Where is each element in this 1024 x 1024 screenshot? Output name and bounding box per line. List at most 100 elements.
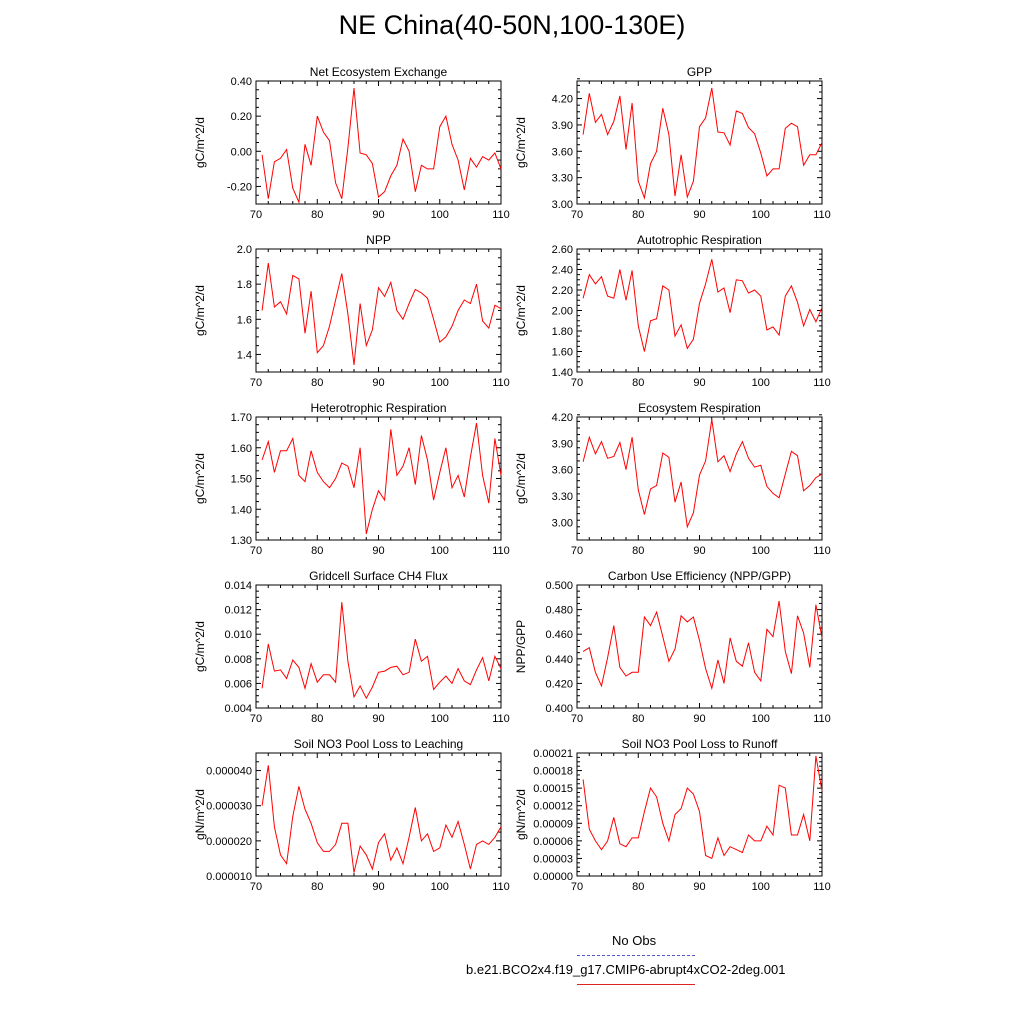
chart-10-ytick-label: 0.00009	[533, 818, 573, 830]
chart-9-ylabel: gN/m^2/d	[193, 789, 207, 840]
chart-4-ytick-label: 2.00	[552, 306, 573, 318]
chart-1-ytick-label: 0.40	[231, 76, 252, 88]
chart-7-ylabel: gC/m^2/d	[193, 621, 207, 672]
chart-10-ytick-label: 0.00012	[533, 801, 573, 813]
chart-3-title: NPP	[366, 233, 391, 247]
chart-3-frame	[255, 248, 502, 373]
chart-9-xtick-label: 80	[311, 881, 323, 893]
chart-10-ytick-label: 0.00015	[533, 783, 573, 795]
chart-5-ytick-label: 1.60	[231, 443, 252, 455]
chart-5-ytick-label: 1.30	[231, 535, 252, 547]
chart-9-series-line	[261, 765, 502, 873]
chart-1-xtick-label: 110	[492, 209, 510, 221]
chart-9-title: Soil NO3 Pool Loss to Leaching	[294, 737, 463, 751]
chart-8-xtick-label: 80	[632, 713, 644, 725]
chart-10-xtick-label: 100	[752, 881, 770, 893]
chart-2-ytick-label: 4.20	[552, 94, 573, 106]
chart-5-xtick-label: 110	[492, 545, 510, 557]
chart-4-frame	[576, 248, 823, 373]
chart-3-series-line	[261, 263, 502, 366]
chart-9-xtick-label: 90	[372, 881, 384, 893]
chart-7-xtick-label: 90	[372, 713, 384, 725]
chart-10-title: Soil NO3 Pool Loss to Runoff	[622, 737, 779, 751]
chart-9-ytick-label: 0.000030	[206, 801, 252, 813]
chart-3-xtick-label: 100	[431, 377, 449, 389]
chart-7-xtick-label: 80	[311, 713, 323, 725]
chart-6-xtick-label: 100	[752, 545, 770, 557]
chart-2-title: GPP	[687, 65, 712, 79]
chart-8-frame	[576, 584, 823, 709]
chart-6-xtick-label: 80	[632, 545, 644, 557]
chart-2-panel: GPP gC/m^2/d 70 80 90 100 110 3.00 3.30 3.60 3.90 4…	[514, 65, 831, 221]
chart-1-title: Net Ecosystem Exchange	[310, 65, 448, 79]
chart-7-ytick-label: 0.010	[224, 629, 252, 641]
chart-10-ytick-label: 0.00006	[533, 836, 573, 848]
chart-8-xtick-label: 110	[813, 713, 831, 725]
chart-7-frame	[255, 584, 502, 709]
chart-1-xtick-label: 90	[372, 209, 384, 221]
chart-9-xtick-label: 110	[492, 881, 510, 893]
chart-8-title: Carbon Use Efficiency (NPP/GPP)	[608, 569, 791, 583]
chart-6-ytick-label: 3.90	[552, 438, 573, 450]
chart-7-xtick-label: 70	[250, 713, 262, 725]
chart-2-xtick-label: 90	[693, 209, 705, 221]
chart-6-xtick-label: 110	[813, 545, 831, 557]
chart-3-ylabel: gC/m^2/d	[193, 285, 207, 336]
chart-6-ytick-label: 4.20	[552, 412, 573, 424]
chart-1-series-line	[261, 87, 502, 205]
chart-7-series-line	[261, 602, 502, 700]
legend-case-label: b.e21.BCO2x4.f19_g17.CMIP6-abrupt4xCO2-2…	[466, 962, 786, 977]
chart-3-xtick-label: 110	[492, 377, 510, 389]
chart-2-frame	[576, 80, 823, 205]
chart-3-ytick-label: 1.8	[237, 279, 252, 291]
chart-6-ylabel: gC/m^2/d	[514, 453, 528, 504]
chart-10-ytick-label: 0.00000	[533, 871, 573, 883]
chart-5-xtick-label: 90	[372, 545, 384, 557]
chart-5-frame	[255, 416, 502, 541]
chart-8-xtick-label: 100	[752, 713, 770, 725]
chart-9-ytick-label: 0.000040	[206, 766, 252, 778]
chart-6-ytick-label: 3.30	[552, 491, 573, 503]
chart-5-series-line	[261, 423, 502, 535]
chart-5-ytick-label: 1.50	[231, 474, 252, 486]
chart-10-xtick-label: 90	[693, 881, 705, 893]
chart-1-ytick-label: 0.20	[231, 111, 252, 123]
chart-10-panel: Soil NO3 Pool Loss to Runoff gN/m^2/d 70 80…	[514, 737, 831, 893]
chart-8-ytick-label: 0.400	[545, 703, 573, 715]
chart-2-ytick-label: 3.30	[552, 173, 573, 185]
chart-9-ytick-label: 0.000020	[206, 836, 252, 848]
chart-3-xtick-label: 70	[250, 377, 262, 389]
chart-4-xtick-label: 70	[571, 377, 583, 389]
chart-6-ytick-label: 3.60	[552, 465, 573, 477]
chart-7-ytick-label: 0.008	[224, 654, 252, 666]
chart-5-xtick-label: 100	[431, 545, 449, 557]
chart-9-ytick-label: 0.000010	[206, 871, 252, 883]
chart-2-ylabel: gC/m^2/d	[514, 117, 528, 168]
chart-7-ytick-label: 0.014	[224, 580, 252, 592]
chart-4-xtick-label: 80	[632, 377, 644, 389]
chart-9-xtick-label: 100	[431, 881, 449, 893]
chart-8-xtick-label: 70	[571, 713, 583, 725]
legend-obs-label: No Obs	[612, 933, 657, 948]
chart-5-ytick-label: 1.40	[231, 504, 252, 516]
chart-4-ytick-label: 2.20	[552, 285, 573, 297]
chart-2-ytick-label: 3.00	[552, 199, 573, 211]
chart-8-xtick-label: 90	[693, 713, 705, 725]
chart-1-ytick-label: 0.00	[231, 146, 252, 158]
chart-9-panel: Soil NO3 Pool Loss to Leaching gN/m^2/d 70…	[193, 737, 510, 893]
chart-8-ytick-label: 0.480	[545, 605, 573, 617]
chart-8-ytick-label: 0.500	[545, 580, 573, 592]
chart-7-ytick-label: 0.004	[224, 703, 252, 715]
chart-3-xtick-label: 90	[372, 377, 384, 389]
chart-4-xtick-label: 90	[693, 377, 705, 389]
chart-3-ytick-label: 2.0	[237, 244, 252, 256]
chart-4-panel: Autotrophic Respiration gC/m^2/d 70 80 90 100…	[514, 233, 831, 389]
chart-10-series-line	[582, 755, 823, 860]
chart-9-xtick-label: 70	[250, 881, 262, 893]
chart-5-ytick-label: 1.70	[231, 412, 252, 424]
chart-2-ytick-label: 3.90	[552, 120, 573, 132]
chart-2-xtick-label: 80	[632, 209, 644, 221]
chart-4-ytick-label: 1.40	[552, 367, 573, 379]
chart-3-ytick-label: 1.4	[237, 349, 252, 361]
chart-4-ylabel: gC/m^2/d	[514, 285, 528, 336]
